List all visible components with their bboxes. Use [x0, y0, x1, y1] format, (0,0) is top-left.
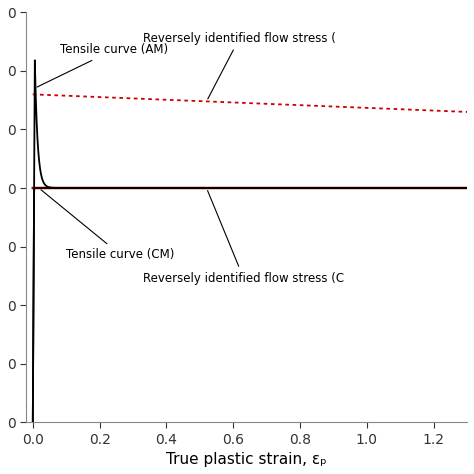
- Text: Tensile curve (AM): Tensile curve (AM): [37, 44, 168, 87]
- Text: Reversely identified flow stress (C: Reversely identified flow stress (C: [143, 191, 344, 284]
- Text: Reversely identified flow stress (: Reversely identified flow stress (: [143, 32, 336, 99]
- Text: Tensile curve (CM): Tensile curve (CM): [41, 190, 174, 261]
- X-axis label: True plastic strain, εₚ: True plastic strain, εₚ: [166, 452, 327, 467]
